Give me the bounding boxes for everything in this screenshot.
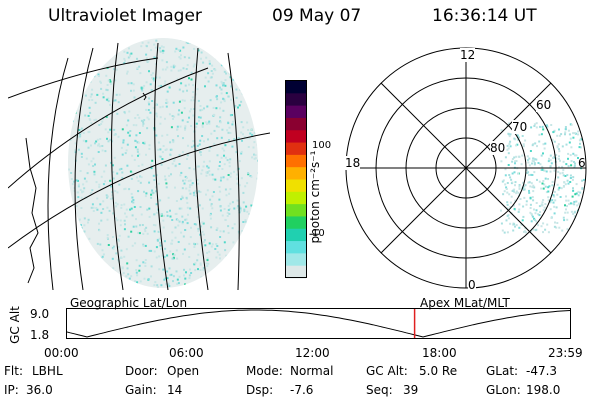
polar-plot bbox=[345, 47, 587, 289]
instrument-title: Ultraviolet Imager bbox=[48, 6, 202, 26]
polar-label-18: 18 bbox=[345, 156, 361, 170]
colorbar-tick-10: 10 bbox=[312, 228, 325, 239]
info-ip-label: IP: bbox=[4, 383, 19, 397]
polar-emission bbox=[500, 122, 586, 234]
polar-label-6: 6 bbox=[578, 156, 586, 170]
geographic-image-panel bbox=[8, 38, 270, 290]
alt-xtick-0: 00:00 bbox=[44, 346, 79, 360]
info-ip-value: 36.0 bbox=[26, 383, 53, 397]
info-glon-label: GLon: bbox=[486, 383, 521, 397]
info-gcalt-value: 5.0 Re bbox=[419, 364, 458, 378]
info-mode-label: Mode: bbox=[246, 364, 283, 378]
info-dsp-label: Dsp: bbox=[246, 383, 274, 397]
colorbar bbox=[285, 80, 307, 279]
time-label: 16:36:14 UT bbox=[432, 6, 537, 26]
info-mode-value: Normal bbox=[290, 364, 334, 378]
info-filter-label: Flt: bbox=[4, 364, 23, 378]
date-label: 09 May 07 bbox=[272, 6, 362, 26]
alt-xtick-1: 06:00 bbox=[169, 346, 204, 360]
polar-label-12: 12 bbox=[460, 48, 476, 62]
info-door-value: Open bbox=[167, 364, 200, 378]
info-glon-value: 198.0 bbox=[526, 383, 561, 397]
altitude-plot bbox=[66, 308, 571, 339]
polar-grid bbox=[345, 47, 587, 289]
coastline bbox=[25, 137, 39, 284]
info-glat-label: GLat: bbox=[486, 364, 519, 378]
alt-axis-label: GC Alt bbox=[8, 306, 22, 344]
alt-ytick-high: 9.0 bbox=[30, 307, 50, 321]
geographic-grid bbox=[8, 42, 270, 290]
polar-lat-60: 60 bbox=[536, 98, 552, 112]
alt-ytick-low: 1.8 bbox=[30, 328, 50, 342]
polar-lat-80: 80 bbox=[490, 141, 506, 155]
alt-left-title: Geographic Lat/Lon bbox=[70, 296, 188, 310]
alt-xtick-2: 12:00 bbox=[295, 346, 330, 360]
info-gain-label: Gain: bbox=[125, 383, 157, 397]
colorbar-unit-label: photon cm⁻²s⁻¹ bbox=[308, 150, 322, 244]
altitude-curve bbox=[66, 309, 571, 338]
info-glat-value: -47.3 bbox=[526, 364, 558, 378]
info-gcalt-label: GC Alt: bbox=[366, 364, 408, 378]
island-outline bbox=[142, 92, 147, 101]
info-seq-label: Seq: bbox=[366, 383, 393, 397]
colorbar-tick-100: 100 bbox=[312, 140, 332, 151]
alt-right-title: Apex MLat/MLT bbox=[420, 296, 510, 310]
info-filter-value: LBHL bbox=[32, 364, 63, 378]
polar-label-0: 0 bbox=[468, 278, 476, 292]
info-dsp-value: -7.6 bbox=[290, 383, 314, 397]
alt-xtick-4: 23:59 bbox=[548, 346, 583, 360]
info-door-label: Door: bbox=[125, 364, 158, 378]
polar-lat-70: 70 bbox=[512, 120, 528, 134]
alt-xtick-3: 18:00 bbox=[422, 346, 457, 360]
info-seq-value: 39 bbox=[403, 383, 419, 397]
info-gain-value: 14 bbox=[167, 383, 183, 397]
